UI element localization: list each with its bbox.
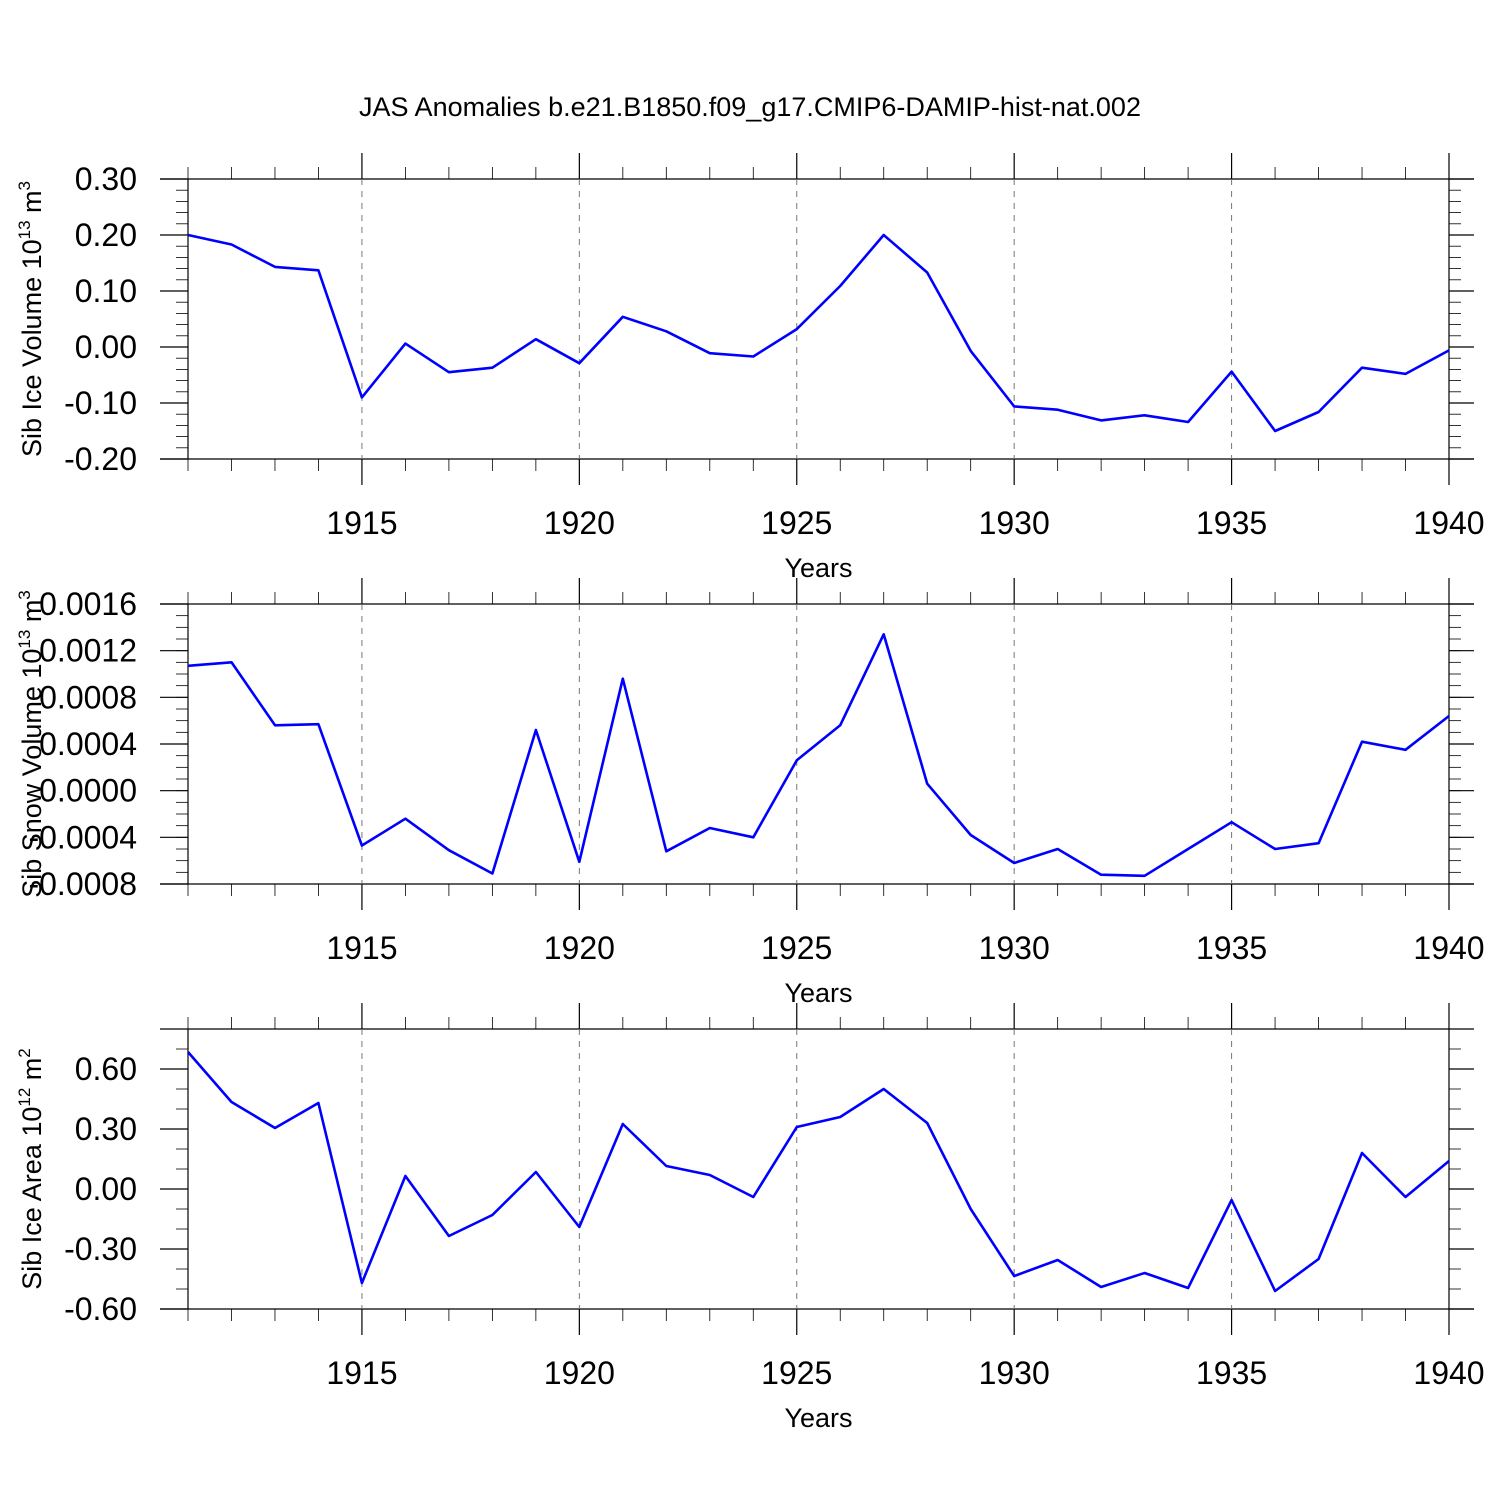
y-axis-label-text: Sib Snow Volume 10 (17, 649, 47, 898)
x-tick-label: 1920 (544, 505, 615, 541)
x-tick-label: 1930 (979, 1355, 1050, 1391)
y-axis-label-superscript: 3 (15, 181, 34, 190)
x-tick-label: 1920 (544, 1355, 615, 1391)
y-axis-label-text: Sib Ice Volume 10 (17, 239, 47, 457)
y-tick-label: -0.30 (64, 1231, 137, 1267)
chart-panel-1: 0.30 0.20 0.10 0.00 -0.10 -0.20 1915 1920 1925 19… (15, 153, 1485, 583)
y-tick-label: 0.00 (75, 1171, 137, 1207)
y-axis-label-text: m (17, 190, 47, 220)
series-line (187, 632, 1450, 878)
y-axis-label-superscript: 13 (15, 220, 34, 239)
chart-panel-3: 0.60 0.30 0.00 -0.30 -0.60 1915 1920 1925 1930 19… (15, 1003, 1485, 1433)
y-tick-label: -0.20 (64, 441, 137, 477)
y-tick-label: 0.00 (75, 329, 137, 365)
y-axis-label-superscript: 12 (15, 1088, 34, 1107)
series-line (187, 1051, 1450, 1293)
x-tick-label: 1935 (1196, 930, 1267, 966)
y-tick-label: 0.20 (75, 217, 137, 253)
y-tick-label: -0.0008 (28, 866, 137, 902)
y-axis-label-superscript: 3 (15, 590, 34, 599)
x-axis-label: Years (784, 1403, 852, 1433)
x-tick-label: 1935 (1196, 1355, 1267, 1391)
y-tick-label: 0.30 (75, 161, 137, 197)
y-axis-label: Sib Snow Volume 1013 m3 (15, 590, 47, 898)
y-tick-label: 0.0004 (39, 726, 137, 762)
y-tick-label: 0.0016 (39, 586, 137, 622)
y-axis-label-text: m (17, 600, 47, 630)
y-axis-label: Sib Ice Volume 1013 m3 (15, 181, 47, 457)
panels: 0.30 0.20 0.10 0.00 -0.10 -0.20 1915 1920 1925 19… (15, 153, 1485, 1433)
y-axis-label-text: Sib Ice Area 10 (17, 1107, 47, 1290)
y-axis-label: Sib Ice Area 1012 m2 (15, 1048, 47, 1290)
y-tick-label: 0.0012 (39, 633, 137, 669)
y-axis-label-superscript: 13 (15, 630, 34, 649)
y-axis-label-superscript: 2 (15, 1048, 34, 1057)
y-tick-label: 0.10 (75, 273, 137, 309)
x-axis-label: Years (784, 978, 852, 1008)
y-tick-label: 0.30 (75, 1111, 137, 1147)
chart-panel-2: 0.0016 0.0012 0.0008 0.0004 0.0000 -0.0004 -0.… (15, 578, 1485, 1008)
y-tick-label: -0.10 (64, 385, 137, 421)
x-tick-label: 1940 (1413, 1355, 1484, 1391)
x-tick-label: 1940 (1413, 505, 1484, 541)
x-tick-label: 1930 (979, 505, 1050, 541)
chart-title: JAS Anomalies b.e21.B1850.f09_g17.CMIP6-… (359, 92, 1141, 122)
y-axis-label-text: m (17, 1058, 47, 1088)
x-tick-label: 1925 (761, 1355, 832, 1391)
series-line (187, 233, 1450, 433)
x-tick-label: 1935 (1196, 505, 1267, 541)
y-tick-label: 0.0000 (39, 773, 137, 809)
y-tick-label: -0.0004 (28, 819, 137, 855)
y-tick-label: 0.60 (75, 1051, 137, 1087)
x-tick-label: 1930 (979, 930, 1050, 966)
x-tick-label: 1915 (326, 1355, 397, 1391)
y-tick-label: -0.60 (64, 1291, 137, 1327)
x-tick-label: 1925 (761, 930, 832, 966)
x-tick-label: 1915 (326, 505, 397, 541)
x-tick-label: 1940 (1413, 930, 1484, 966)
x-tick-label: 1925 (761, 505, 832, 541)
x-axis-label: Years (784, 553, 852, 583)
x-tick-label: 1920 (544, 930, 615, 966)
y-tick-label: 0.0008 (39, 679, 137, 715)
x-tick-label: 1915 (326, 930, 397, 966)
